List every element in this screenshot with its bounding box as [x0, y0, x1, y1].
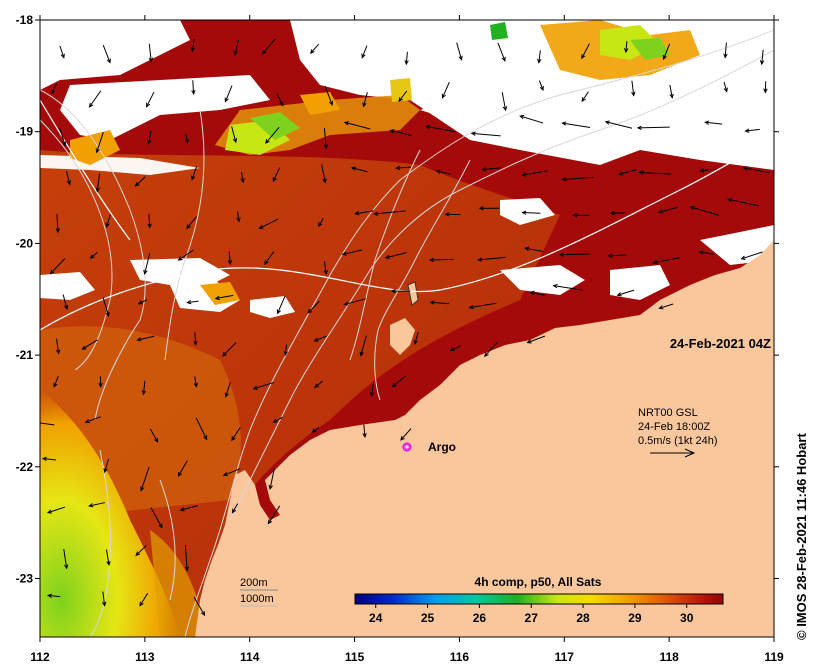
colorbar-tick-label: 30	[680, 611, 694, 625]
lon-tick-label: 116	[450, 650, 470, 664]
lat-tick-label: -20	[16, 236, 34, 250]
lon-tick-label: 115	[345, 650, 365, 664]
current-info: NRT00 GSL 24-Feb 18:00Z 0.5m/s (1kt 24h)	[638, 407, 717, 458]
colorbar-tick-label: 27	[525, 611, 539, 625]
lat-tick-label: -19	[16, 125, 34, 139]
lon-tick-label: 119	[764, 650, 784, 664]
sst-cool-zone	[40, 390, 180, 637]
current-info-line3: 0.5m/s (1kt 24h)	[638, 435, 717, 447]
colorbar-gradient	[354, 593, 724, 605]
lon-tick-label: 113	[135, 650, 155, 664]
current-info-line2: 24-Feb 18:00Z	[638, 421, 710, 433]
lat-tick-label: -22	[16, 460, 34, 474]
lat-tick-label: -23	[16, 572, 34, 586]
colorbar-tick-label: 25	[421, 611, 435, 625]
colorbar-title: 4h comp, p50, All Sats	[475, 575, 602, 589]
lat-tick-label: -18	[16, 13, 34, 27]
colorbar-tick-label: 24	[369, 611, 383, 625]
current-info-line1: NRT00 GSL	[638, 407, 698, 419]
cloud-mask	[40, 20, 190, 90]
lat-tick-label: -21	[16, 348, 34, 362]
depth-legend-1000m: 1000m	[240, 593, 274, 605]
lon-tick-label: 118	[659, 650, 679, 664]
colorbar-tick-label: 29	[628, 611, 642, 625]
depth-legend-200m: 200m	[240, 577, 268, 589]
lon-tick-label: 112	[30, 650, 50, 664]
plot-frame	[39, 19, 775, 638]
argo-label: Argo	[428, 440, 456, 454]
current-vectors	[40, 38, 770, 617]
lon-tick-label: 114	[240, 650, 260, 664]
colorbar: 4h comp, p50, All Sats 24 25 26 27 28 29 30	[354, 575, 724, 625]
map-area	[40, 20, 774, 637]
colorbar-tick-label: 28	[576, 611, 590, 625]
argo-marker	[402, 442, 412, 452]
lon-tick-label: 117	[555, 650, 575, 664]
depth-legend: 200m 1000m	[240, 577, 278, 607]
copyright-label: © IMOS 28-Feb-2021 11:46 Hobart	[794, 433, 809, 640]
land	[195, 240, 774, 637]
colorbar-tick-label: 26	[473, 611, 487, 625]
map-timestamp: 24-Feb-2021 04Z	[670, 336, 771, 351]
